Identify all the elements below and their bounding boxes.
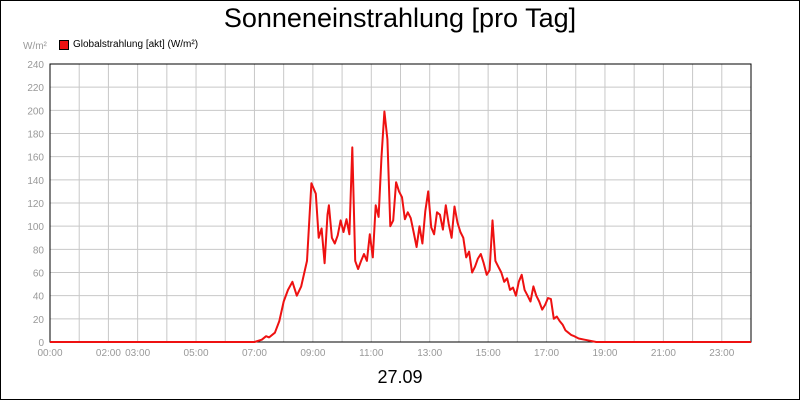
x-tick-label: 00:00 xyxy=(37,348,62,359)
x-tick-label: 09:00 xyxy=(300,348,325,359)
y-tick-label: 240 xyxy=(27,60,44,71)
x-tick-label: 23:00 xyxy=(709,348,734,359)
x-tick-label: 15:00 xyxy=(476,348,501,359)
y-tick-label: 200 xyxy=(27,106,44,117)
y-tick-label: 80 xyxy=(33,245,45,256)
x-tick-label: 11:00 xyxy=(359,348,384,359)
x-tick-label: 17:00 xyxy=(534,348,559,359)
chart-title: Sonneneinstrahlung [pro Tag] xyxy=(223,3,577,33)
legend: Globalstrahlung [akt] (W/m²) xyxy=(59,39,198,50)
y-tick-label: 40 xyxy=(33,292,45,303)
date-label: 27.09 xyxy=(377,367,423,387)
y-unit-label: W/m² xyxy=(23,41,47,52)
legend-swatch xyxy=(59,39,69,50)
plot-border xyxy=(49,63,752,343)
y-tick-label: 160 xyxy=(27,153,44,164)
y-tick-label: 100 xyxy=(27,222,44,233)
y-tick-label: 60 xyxy=(33,269,45,280)
series-line xyxy=(50,110,751,343)
y-tick-label: 180 xyxy=(27,130,44,141)
x-tick-label: 05:00 xyxy=(184,348,209,359)
x-tick-label: 03:00 xyxy=(125,348,150,359)
y-tick-label: 20 xyxy=(33,315,45,326)
y-tick-label: 0 xyxy=(38,338,44,349)
legend-label: Globalstrahlung [akt] (W/m²) xyxy=(73,39,199,50)
x-tick-label: 07:00 xyxy=(242,348,267,359)
y-tick-label: 140 xyxy=(27,176,44,187)
x-tick-label: 21:00 xyxy=(651,348,676,359)
x-tick-label: 13:00 xyxy=(417,348,442,359)
y-tick-label: 220 xyxy=(27,83,44,94)
y-tick-label: 120 xyxy=(27,199,44,210)
x-tick-label: 19:00 xyxy=(592,348,617,359)
x-tick-label: 02:00 xyxy=(96,348,121,359)
